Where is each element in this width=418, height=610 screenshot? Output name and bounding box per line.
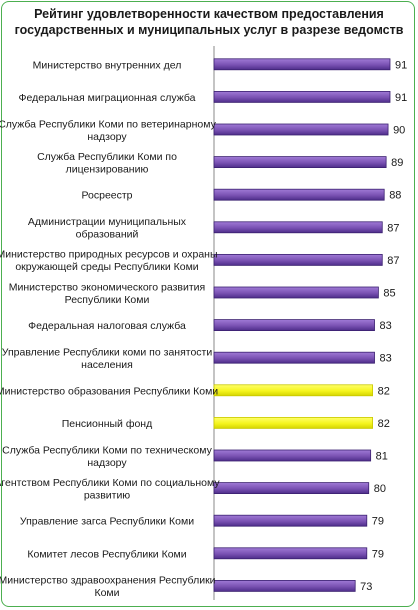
category-label-14: Агентством Республики Коми по социальном… — [0, 477, 220, 502]
chart-title-line-2: государственных и муниципальных услуг в … — [14, 23, 404, 37]
data-label-11: 82 — [378, 385, 390, 397]
data-label-17: 73 — [360, 581, 372, 593]
bar-2 — [213, 91, 391, 103]
category-label-10: Управление Республики коми по занятости н… — [2, 346, 213, 371]
bar-3 — [213, 123, 389, 136]
category-label-9: Федеральная налоговая служба — [28, 320, 186, 332]
bar-13 — [213, 449, 372, 462]
data-label-8: 85 — [383, 288, 395, 300]
data-label-16: 79 — [372, 548, 384, 560]
data-label-12: 82 — [378, 418, 390, 430]
category-label-5: Росреестр — [81, 190, 132, 202]
data-label-2: 91 — [395, 92, 407, 104]
data-label-14: 80 — [374, 483, 386, 495]
category-label-16: Комитет лесов Республики Коми — [27, 548, 186, 560]
data-label-1: 91 — [395, 59, 407, 71]
bar-1 — [213, 58, 391, 71]
category-label-6: Администрации муниципальных образований — [28, 216, 187, 241]
bar-14 — [213, 482, 370, 495]
bar-6 — [213, 221, 383, 234]
bar-7 — [213, 253, 383, 266]
data-label-9: 83 — [380, 320, 392, 332]
bar-12 — [213, 416, 373, 429]
category-label-17: Министерство здравоохранения Республики К… — [0, 575, 216, 600]
bar-11 — [213, 384, 373, 397]
chart-title: Рейтинг удовлетворенности качеством пред… — [0, 6, 418, 38]
data-label-10: 83 — [380, 353, 392, 365]
category-label-8: Министерство экономического развития Респ… — [9, 281, 205, 306]
data-label-13: 81 — [376, 451, 388, 463]
category-label-15: Управление загса Республики Коми — [20, 516, 194, 528]
category-label-7: Министерство природных ресурсов и охраны… — [0, 249, 218, 274]
category-label-12: Пенсионный фонд — [62, 418, 152, 430]
data-label-6: 87 — [387, 222, 399, 234]
bar-16 — [213, 547, 368, 560]
data-label-7: 87 — [387, 255, 399, 267]
bar-8 — [213, 286, 379, 299]
bar-4 — [213, 156, 387, 169]
chart-title-line-1: Рейтинг удовлетворенности качеством пред… — [34, 7, 384, 21]
bar-17 — [213, 580, 356, 592]
bar-9 — [213, 319, 375, 332]
data-label-5: 88 — [389, 190, 401, 202]
data-label-4: 89 — [391, 157, 403, 169]
bar-10 — [213, 351, 375, 364]
category-label-4: Служба Республики Коми по лицензированию — [37, 151, 177, 176]
category-label-3: Служба Республики Коми по ветеринарному н… — [0, 118, 217, 143]
category-label-2: Федеральная миграционная служба — [19, 92, 196, 104]
data-label-3: 90 — [393, 125, 405, 137]
category-label-13: Служба Республики Коми по техническому на… — [2, 444, 212, 469]
category-label-1: Министерство внутренних дел — [33, 59, 182, 71]
bar-15 — [213, 514, 368, 527]
category-label-11: Министерство образования Республики Коми — [0, 385, 218, 397]
bar-5 — [213, 188, 385, 201]
data-label-15: 79 — [372, 516, 384, 528]
